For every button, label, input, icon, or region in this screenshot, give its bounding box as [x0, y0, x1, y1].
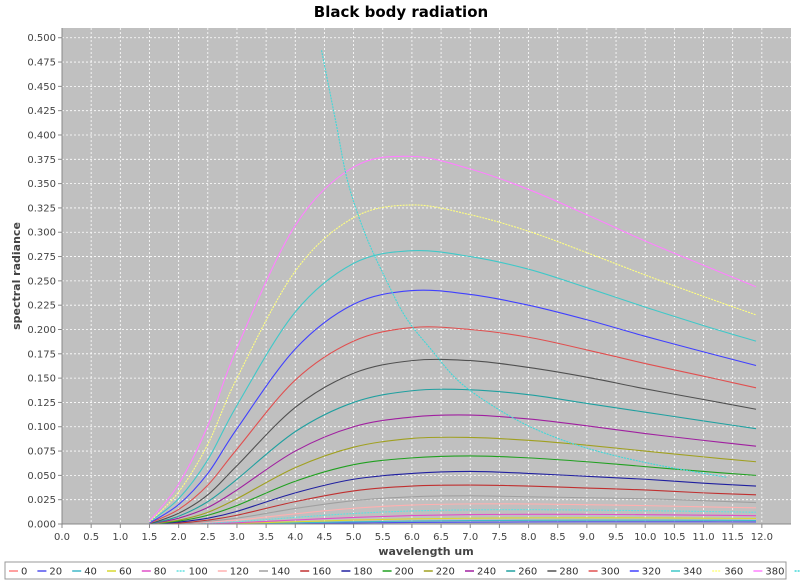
legend-label-80: 80: [154, 567, 167, 578]
series-line-80: [178, 513, 757, 525]
x-tick-label: 9.5: [608, 532, 624, 543]
series-line-100: [178, 509, 757, 525]
y-tick-label: 0.475: [27, 58, 56, 69]
y-tick-label: 0.025: [27, 495, 56, 506]
x-tick-label: 6.5: [433, 532, 449, 543]
series-line-120: [178, 503, 757, 525]
legend-label-120: 120: [230, 567, 249, 578]
y-tick-label: 0.275: [27, 252, 56, 263]
x-tick-label: 7.5: [491, 532, 507, 543]
legend-label-320: 320: [642, 567, 661, 578]
y-tick-label: 0.400: [27, 130, 56, 141]
y-tick-label: 0.000: [27, 520, 56, 531]
y-tick-label: 0.200: [27, 325, 56, 336]
x-axis-label: wavelength um: [378, 545, 473, 558]
x-tick-label: 4.5: [316, 532, 332, 543]
x-tick-label: 11.5: [722, 532, 744, 543]
x-tick-label: 10.0: [634, 532, 656, 543]
x-tick-label: 1.5: [142, 532, 158, 543]
legend-label-380: 380: [765, 567, 784, 578]
series-line-peaks: [320, 50, 727, 478]
y-tick-label: 0.100: [27, 422, 56, 433]
x-tick-label: 1.0: [112, 532, 128, 543]
legend-label-300: 300: [601, 567, 620, 578]
y-tick-label: 0.300: [27, 228, 56, 239]
legend-label-280: 280: [559, 567, 578, 578]
y-tick-label: 0.450: [27, 82, 56, 93]
legend-label-20: 20: [49, 567, 62, 578]
y-tick-label: 0.500: [27, 33, 56, 44]
legend-label-260: 260: [518, 567, 537, 578]
series-line-180: [149, 470, 757, 525]
series-line-360: [149, 204, 757, 523]
series-line-140: [178, 495, 757, 525]
y-tick-label: 0.375: [27, 155, 56, 166]
series-line-280: [149, 358, 757, 525]
x-tick-label: 3.5: [258, 532, 274, 543]
x-tick-label: 5.5: [375, 532, 391, 543]
legend-label-220: 220: [436, 567, 455, 578]
y-tick-label: 0.075: [27, 447, 56, 458]
y-tick-label: 0.350: [27, 179, 56, 190]
y-tick-label: 0.125: [27, 398, 56, 409]
series-line-380: [149, 155, 757, 522]
series-line-160: [149, 484, 757, 525]
y-axis-label: spectral radiance: [10, 222, 23, 330]
legend-label-360: 360: [724, 567, 743, 578]
x-tick-label: 7.0: [462, 532, 478, 543]
x-tick-label: 9.0: [579, 532, 595, 543]
legend-label-160: 160: [312, 567, 331, 578]
legend-box: [4, 561, 787, 580]
y-tick-label: 0.175: [27, 349, 56, 360]
y-tick-label: 0.250: [27, 276, 56, 287]
legend-label-40: 40: [84, 567, 97, 578]
x-tick-label: 3.0: [229, 532, 245, 543]
legend-label-140: 140: [271, 567, 290, 578]
legend-label-240: 240: [477, 567, 496, 578]
x-tick-label: 2.5: [200, 532, 216, 543]
x-tick-label: 10.5: [663, 532, 685, 543]
x-tick-label: 4.0: [287, 532, 303, 543]
series-line-200: [149, 455, 757, 525]
x-tick-label: 12.0: [751, 532, 773, 543]
x-tick-label: 8.0: [521, 532, 537, 543]
y-tick-label: 0.325: [27, 203, 56, 214]
series-line-320: [149, 289, 757, 524]
y-tick-label: 0.150: [27, 374, 56, 385]
y-tick-label: 0.050: [27, 471, 56, 482]
legend-label-200: 200: [395, 567, 414, 578]
x-tick-label: 6.0: [404, 532, 420, 543]
series-line-240: [149, 414, 757, 525]
legend-label-0: 0: [21, 567, 27, 578]
series-line-300: [149, 326, 757, 524]
x-tick-label: 8.5: [550, 532, 566, 543]
plot-area: [62, 28, 791, 524]
legend-label-100: 100: [189, 567, 208, 578]
series-line-260: [149, 388, 757, 525]
series-line-60: [178, 517, 757, 525]
x-tick-label: 2.0: [171, 532, 187, 543]
x-tick-label: 11.0: [692, 532, 714, 543]
legend-label-60: 60: [119, 567, 132, 578]
series-lines: [120, 50, 757, 525]
legend: 0 20 40 60 80 100 120 140 160 180 200 220 240 260 280 3…: [9, 567, 800, 578]
y-tick-label: 0.225: [27, 301, 56, 312]
legend-label-340: 340: [683, 567, 702, 578]
x-tick-label: 0.5: [83, 532, 99, 543]
x-tick-label: 0.0: [54, 532, 70, 543]
grid-lines: [61, 28, 791, 525]
x-tick-label: 5.0: [346, 532, 362, 543]
series-line-340: [149, 249, 757, 523]
legend-label-180: 180: [353, 567, 372, 578]
chart-title: Black body radiation: [314, 3, 488, 21]
y-tick-label: 0.425: [27, 106, 56, 117]
series-line-40: [178, 519, 757, 525]
series-line-220: [149, 436, 757, 525]
axes: 0.000 0.025 0.050 0.075 0.100 0.125 0.150 0.175…: [27, 28, 791, 543]
